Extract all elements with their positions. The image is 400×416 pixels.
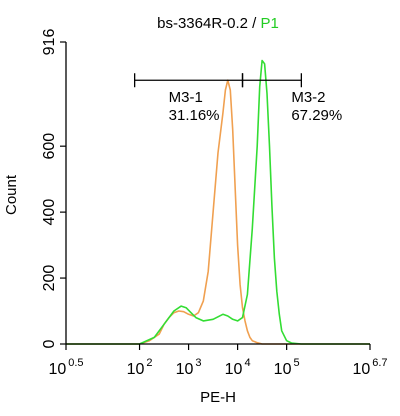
x-tick-exponent: 4 [244,357,250,369]
x-tick-base: 10 [48,361,66,378]
gate-layer: M3-131.16% M3-267.29% [133,73,342,124]
y-tick-label: 200 [41,265,58,292]
y-tick-label: 0 [41,339,58,348]
x-tick-base: 10 [176,361,194,378]
x-tick-label: 10 2 [127,357,153,378]
y-tick-label: 916 [41,29,58,56]
x-tick-exponent: 0.5 [68,357,83,369]
x-tick-label: 10 3 [176,357,202,378]
x-axis-label: PE-H [200,389,236,406]
gate-percent: 31.16% [169,107,220,124]
x-tick-label: 10 5 [274,357,300,378]
gate-name: M3-1 [169,89,203,106]
y-axis-label: Count [3,174,20,215]
x-tick-exponent: 5 [293,357,299,369]
x-tick-label: 10 4 [225,357,251,378]
title-sample-text: bs-3364R-0.2 / [157,15,260,32]
x-tick-base: 10 [127,361,145,378]
x-tick-base: 10 [225,361,243,378]
x-tick-exponent: 2 [146,357,152,369]
y-axis: 0 200 400 600 916 [41,29,66,348]
series-line-2 [66,59,370,345]
axis-frame [65,42,370,345]
series-layer [66,59,370,345]
y-tick-label: 400 [41,199,58,226]
gate-percent: 67.29% [291,107,342,124]
chart-title: bs-3364R-0.2 / P1 [157,15,279,32]
x-tick-label: 10 6.7 [352,357,387,378]
title-gate-text: P1 [261,15,279,32]
x-tick-base: 10 [352,361,370,378]
y-tick-label: 600 [41,133,58,160]
x-tick-exponent: 3 [195,357,201,369]
x-tick-exponent: 6.7 [372,357,387,369]
x-tick-base: 10 [274,361,292,378]
gate-name: M3-2 [291,89,325,106]
x-tick-label: 10 0.5 [48,357,83,378]
x-axis: 10 0.5 10 2 10 3 10 4 10 5 10 6.7 [48,344,388,378]
